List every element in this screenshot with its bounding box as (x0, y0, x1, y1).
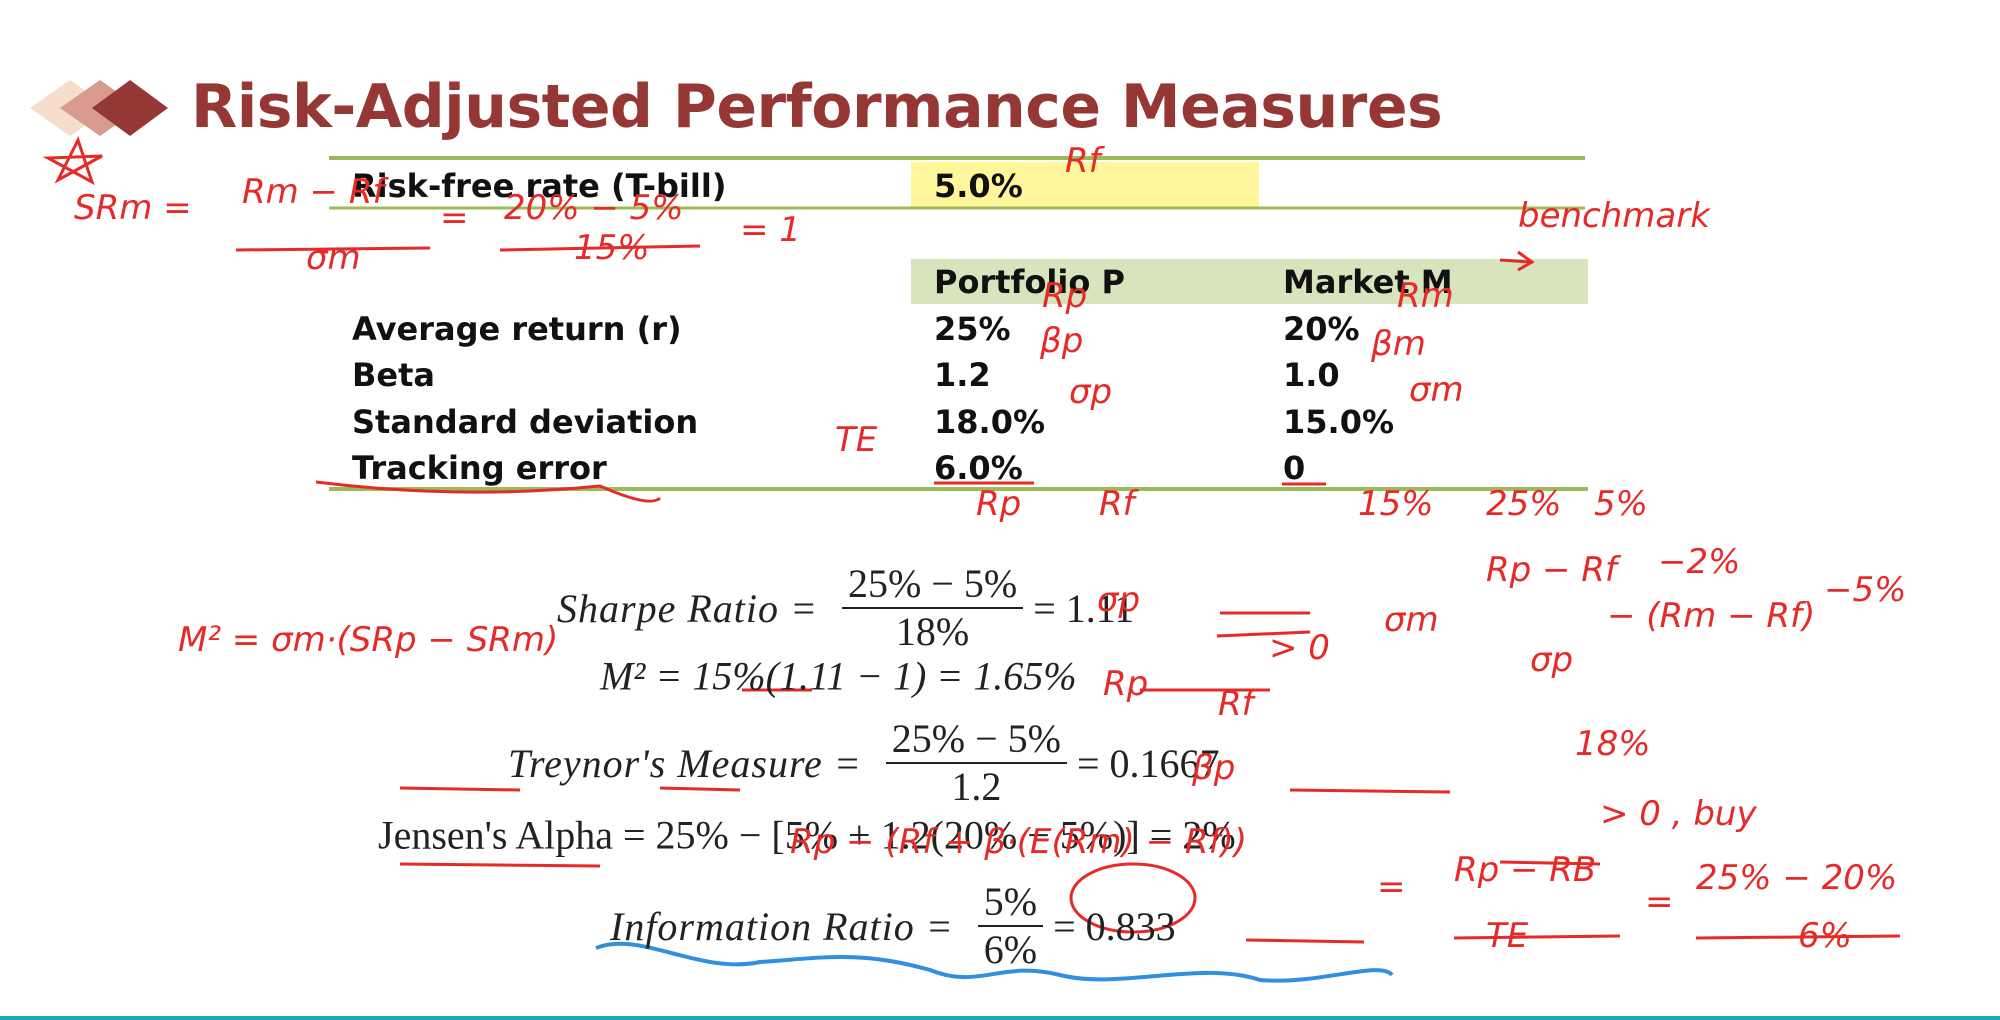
cell: 1.2 (934, 356, 991, 394)
cell: 5.0% (934, 167, 1023, 205)
denominator: 18% (895, 609, 970, 654)
annotation: 20% − 5% (504, 188, 684, 228)
annotation: 6% (1798, 916, 1852, 956)
formula-label: Sharpe Ratio = (557, 585, 818, 631)
annotation: Rp (976, 484, 1022, 524)
formula: Information Ratio = 5% 6% = 0.833 (610, 879, 1176, 973)
highlight (911, 162, 1259, 207)
annotation: σm (1409, 370, 1464, 410)
slide-title: Risk-Adjusted Performance Measures (191, 72, 1443, 142)
annotation: M² = σm·(SRp − SRm) (178, 620, 559, 660)
cell: 1.0 (1283, 356, 1340, 394)
column-header: Portfolio P (934, 263, 1125, 301)
annotation: σp (1530, 640, 1574, 680)
annotation: σp (1069, 372, 1113, 412)
formula: M² = 15%(1.11 − 1) = 1.65% (600, 653, 1077, 700)
diamond (92, 80, 168, 136)
cell: 20% (1283, 310, 1360, 348)
annotation: TE (835, 420, 878, 460)
annotation: TE (1486, 916, 1529, 956)
annotation: Rp − RB (1454, 850, 1597, 890)
annotation: 25% (1486, 484, 1562, 524)
formula: Jensen's Alpha = 25% − [5% + 1.2(20% − 5… (378, 812, 1236, 859)
blue-scribble (595, 941, 1394, 983)
row-label: Tracking error (352, 449, 607, 487)
fraction: 25% − 5% 1.2 (885, 716, 1067, 810)
fraction: 25% − 5% 18% (841, 561, 1024, 655)
annotation: σm (306, 238, 361, 278)
header-band (911, 259, 1588, 304)
cell: 25% (934, 310, 1011, 348)
cell: 15.0% (1283, 403, 1395, 441)
cell: 18.0% (934, 403, 1046, 441)
annotation: −5% (1824, 570, 1907, 610)
result: = 0.833 (1053, 903, 1176, 949)
numerator: 25% − 5% (885, 716, 1067, 764)
annotation: SRm = (74, 188, 192, 228)
annotation: βp (1040, 321, 1084, 361)
handwriting-strokes (235, 244, 1901, 944)
annotation: βp (1192, 748, 1236, 788)
result: = 1.11 (1033, 585, 1135, 631)
fraction: 5% 6% (977, 879, 1044, 973)
annotation: Rm (1397, 276, 1454, 316)
annotation: σp (1097, 580, 1141, 620)
annotation: Rm − Rf (242, 172, 385, 212)
row-label: Standard deviation (352, 403, 699, 441)
annotation: σm (1384, 600, 1439, 640)
annotation: > 0 (1269, 628, 1330, 668)
expression: Jensen's Alpha = 25% − [5% + 1.2(20% − 5… (378, 812, 1236, 858)
annotation: 25% − 20% (1696, 858, 1898, 898)
annotation: Rp − Rf (1486, 550, 1617, 590)
annotation: = (1377, 867, 1406, 907)
denominator: 6% (983, 927, 1038, 972)
row-label: Risk-free rate (T-bill) (352, 167, 727, 205)
denominator: 1.2 (951, 764, 1002, 809)
annotation: Rf (1065, 141, 1101, 181)
annotation: > 0 , buy (1600, 794, 1757, 834)
annotation: −2% (1658, 542, 1741, 582)
numerator: 25% − 5% (841, 561, 1024, 609)
annotation: = (1645, 882, 1674, 922)
annotation: = 1 (740, 210, 801, 250)
expression: M² = 15%(1.11 − 1) = 1.65% (600, 653, 1077, 699)
annotation: Rf (1218, 684, 1254, 724)
row-label: Average return (r) (352, 310, 682, 348)
formula-label: Information Ratio = (610, 903, 954, 949)
annotation: Rf (1099, 484, 1135, 524)
cell: 0 (1283, 449, 1306, 487)
formula-label: Treynor's Measure = (508, 740, 862, 786)
annotation: benchmark (1518, 196, 1710, 236)
annotation: 15% (1358, 484, 1434, 524)
annotation: = (440, 198, 469, 238)
row-label: Beta (352, 356, 435, 394)
star-scribble (42, 136, 103, 186)
formula: Treynor's Measure = 25% − 5% 1.2 = 0.1667 (508, 716, 1220, 810)
cell: 6.0% (934, 449, 1023, 487)
annotation: Rp (1103, 664, 1149, 704)
annotation: Rp − (Rf + β·(E(Rm) − Rf)) (790, 822, 1248, 862)
column-header: Market M (1283, 263, 1453, 301)
annotation: − (Rm − Rf) (1607, 596, 1816, 636)
annotation: 18% (1575, 724, 1651, 764)
annotation: 5% (1594, 484, 1648, 524)
numerator: 5% (977, 879, 1044, 927)
annotation: Rp (1042, 276, 1088, 316)
result: = 0.1667 (1077, 740, 1220, 786)
formula: Sharpe Ratio = 25% − 5% 18% = 1.11 (557, 561, 1134, 655)
annotation: 15% (574, 228, 650, 268)
annotation: βm (1371, 324, 1426, 364)
